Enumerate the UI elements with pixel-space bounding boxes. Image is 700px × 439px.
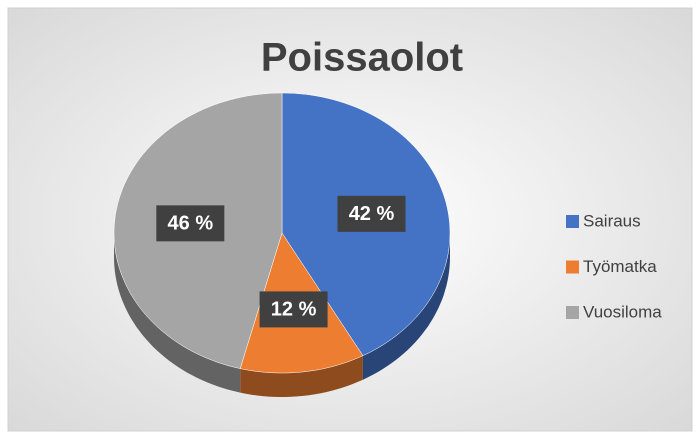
data-label: 12 % bbox=[271, 299, 317, 321]
slice-side bbox=[362, 233, 450, 380]
legend-label: Sairaus bbox=[583, 211, 641, 230]
data-label: 46 % bbox=[168, 213, 214, 235]
data-label-box bbox=[259, 291, 328, 328]
legend-swatch bbox=[566, 260, 579, 274]
legend-swatch bbox=[566, 215, 579, 228]
legend-label: Vuosiloma bbox=[583, 302, 662, 321]
slice-side bbox=[240, 355, 363, 397]
slice-side bbox=[114, 233, 241, 393]
data-label-box bbox=[156, 205, 225, 242]
chart-title: Poissaolot bbox=[261, 36, 463, 80]
data-label-box bbox=[337, 195, 406, 232]
legend-label: Työmatka bbox=[583, 257, 657, 276]
legend-swatch bbox=[566, 306, 579, 319]
data-label: 42 % bbox=[349, 203, 395, 225]
